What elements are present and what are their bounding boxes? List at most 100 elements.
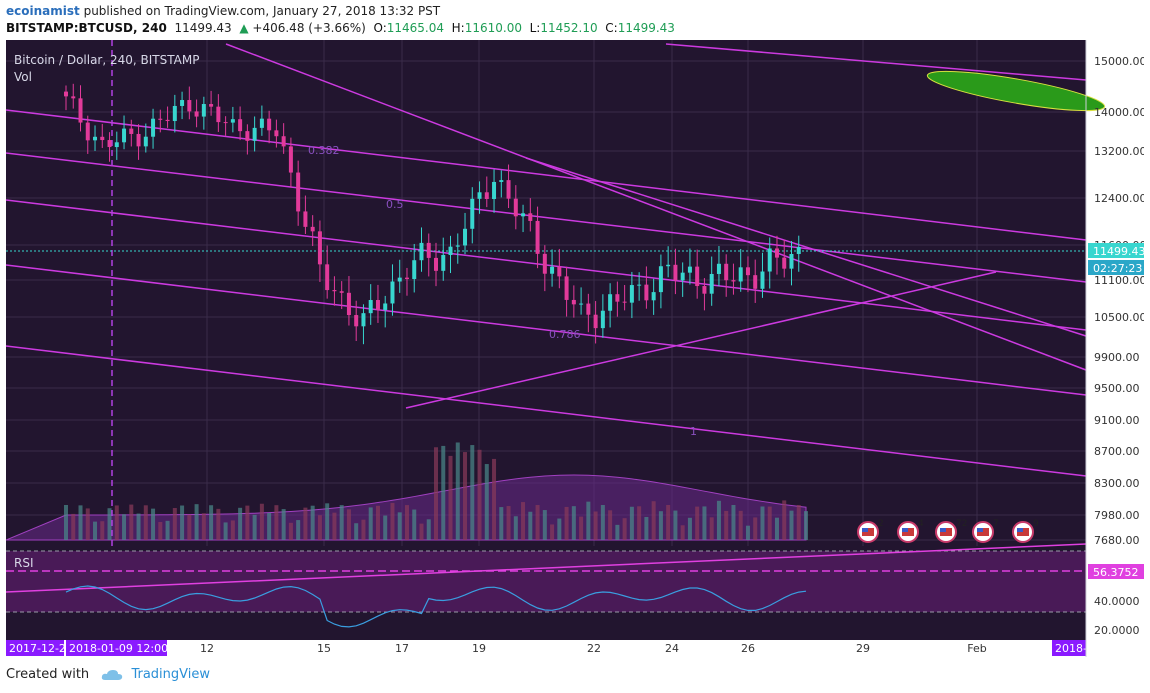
rsi-label: RSI (14, 556, 34, 570)
volume-bar (521, 502, 526, 540)
candle-body (434, 257, 438, 271)
volume-bar (513, 516, 518, 540)
volume-bar (767, 506, 772, 540)
candle-body (426, 242, 431, 258)
volume-bar (680, 525, 685, 540)
x-tick-label: 29 (856, 642, 870, 655)
up-arrow-icon: ▲ (239, 21, 249, 35)
volume-bar (448, 455, 453, 540)
x-axis-right-tag (1052, 640, 1086, 656)
trendline (525, 157, 1087, 337)
footer: Created with TradingView (6, 667, 210, 682)
volume-bar (528, 511, 533, 540)
volume-bar (172, 508, 177, 540)
volume-bar (651, 501, 656, 540)
y-tick-label: 10500.00 (1094, 311, 1144, 324)
volume-bar (310, 505, 315, 540)
candle-body (666, 264, 671, 267)
candle-body (579, 303, 584, 305)
candle-body (441, 254, 446, 271)
tradingview-link[interactable]: TradingView (131, 667, 210, 682)
volume-bar (85, 508, 90, 540)
volume-bar (259, 503, 264, 540)
candle-body (702, 286, 707, 294)
volume-bar (673, 510, 678, 540)
volume-bar (296, 520, 301, 540)
volume-bar (434, 447, 438, 540)
volume-bar (804, 511, 808, 540)
badge-count: 2 (878, 519, 884, 529)
volume-bar (317, 515, 322, 540)
volume-bar (397, 512, 402, 540)
price-chart[interactable]: 0.382 0.5 0.786 1 Bitcoin / Dollar, 240,… (6, 40, 1144, 657)
candle-body (455, 245, 460, 247)
published-text: published on TradingView.com, January 27… (83, 4, 441, 18)
y-tick-label: 11100.00 (1094, 274, 1144, 287)
volume-bar (136, 513, 141, 540)
volume-bar (209, 505, 214, 540)
tradingview-cloud-icon (102, 669, 123, 680)
volume-bar (325, 503, 330, 540)
close-value: 11499.43 (617, 21, 675, 35)
candle-body (259, 118, 264, 128)
x-axis[interactable] (6, 640, 1086, 657)
volume-bar (571, 506, 576, 540)
volume-bar (687, 517, 692, 540)
rsi-y-tick-label: 20.0000 (1094, 624, 1140, 637)
us-event-badge[interactable]: 7 (972, 519, 999, 543)
candle-body (296, 172, 301, 212)
low-label: L: (529, 21, 541, 35)
volume-bar (789, 510, 794, 540)
crosshair-date-tag (66, 640, 167, 656)
candle-body (644, 284, 649, 301)
candle-body (346, 292, 351, 316)
volume-bar (774, 517, 779, 540)
candle-body (390, 281, 395, 304)
created-with-label: Created with (6, 667, 90, 682)
volume-bar (180, 505, 185, 540)
candle-body (492, 181, 497, 200)
candle-body (209, 104, 214, 107)
event-badges[interactable]: 2 4 72 7 9 (857, 519, 1039, 543)
volume-bar (245, 505, 250, 540)
badge-count: 9 (1033, 519, 1039, 529)
author-name[interactable]: ecoinamist (6, 4, 80, 18)
candle-body (774, 248, 779, 258)
candle-body (201, 104, 206, 117)
volume-bar (477, 449, 482, 540)
us-event-badge[interactable]: 9 (1012, 519, 1039, 543)
badge-count: 72 (956, 519, 967, 529)
candle-body (658, 266, 663, 293)
volume-bar (288, 522, 293, 540)
x-tick-label: 15 (317, 642, 331, 655)
volume-bar (658, 511, 663, 540)
y-tick-label: 7680.00 (1094, 534, 1140, 547)
x-axis-left-tag (6, 640, 64, 656)
price-tag (1088, 243, 1144, 258)
volume-bar (93, 521, 98, 540)
candle-body (158, 118, 163, 120)
candle-body (731, 280, 736, 282)
badge-count: 4 (918, 519, 924, 529)
us-event-badge[interactable]: 72 (935, 519, 967, 543)
candle-body (230, 119, 235, 123)
x-axis-left-tag-text: 2017-12-2 (9, 642, 66, 655)
candles (64, 83, 801, 345)
trendline (6, 109, 1087, 241)
us-event-badge[interactable]: 2 (857, 519, 884, 543)
candle-body (223, 122, 228, 124)
candle-body (412, 260, 417, 280)
volume-bar (332, 512, 337, 540)
volume-bar (782, 500, 787, 540)
candle-body (796, 247, 801, 254)
trendline (6, 152, 1087, 283)
candle-body (615, 294, 620, 302)
candle-body (143, 136, 148, 147)
candle-body (470, 198, 475, 229)
candle-body (85, 122, 90, 141)
candle-body (600, 310, 605, 329)
us-event-badge[interactable]: 4 (897, 519, 924, 543)
x-tick-label: 26 (741, 642, 755, 655)
x-tick-label: 24 (665, 642, 679, 655)
volume-bar (267, 512, 272, 540)
